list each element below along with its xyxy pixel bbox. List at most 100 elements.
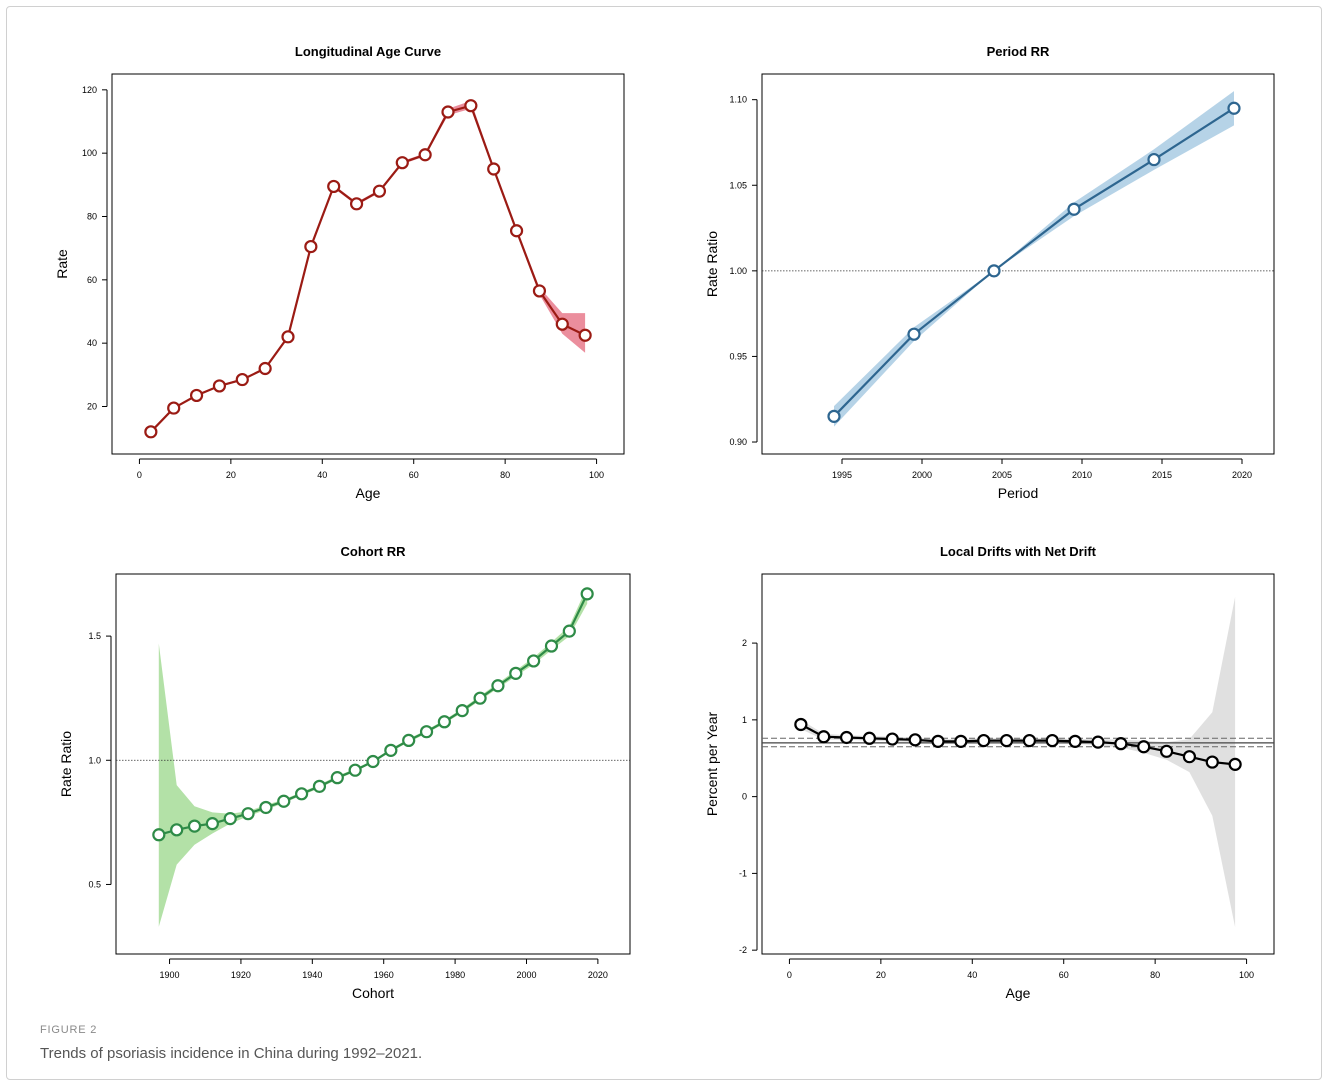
x-tick-label: 60: [1059, 970, 1069, 980]
data-point: [1045, 733, 1059, 748]
data-point: [1227, 101, 1241, 115]
data-point: [330, 771, 344, 785]
x-tick-label: 1980: [445, 970, 465, 980]
y-tick-label: 40: [87, 338, 97, 348]
data-point: [312, 779, 327, 793]
data-point: [1091, 735, 1105, 749]
x-tick-label: 2015: [1152, 470, 1172, 480]
data-point: [366, 754, 380, 769]
plot-data: [116, 586, 630, 927]
data-point: [1137, 740, 1151, 754]
x-tick-label: 2020: [588, 970, 608, 980]
data-point: [1182, 750, 1197, 764]
data-point: [304, 239, 318, 254]
data-point: [907, 327, 921, 341]
data-point: [794, 717, 808, 732]
x-tick-label: 40: [317, 470, 327, 480]
data-point: [144, 425, 158, 439]
data-point: [189, 388, 204, 403]
y-tick-label: 2: [742, 638, 747, 648]
data-point: [295, 787, 309, 801]
data-point: [977, 733, 991, 748]
data-point: [277, 794, 291, 808]
data-point: [544, 639, 559, 653]
x-axis-label: Age: [1006, 985, 1031, 1001]
plot-area: [761, 573, 1275, 955]
data-point: [258, 361, 272, 376]
y-tick-label: 0.90: [729, 437, 747, 447]
series-line: [833, 107, 1235, 418]
y-tick-label: 1.00: [729, 266, 747, 276]
data-point: [419, 725, 434, 739]
data-point: [437, 715, 451, 729]
y-axis-label: Rate: [54, 249, 70, 279]
data-point: [384, 743, 398, 757]
x-tick-label: 60: [409, 470, 419, 480]
data-point: [839, 730, 854, 745]
data-point: [1114, 737, 1128, 751]
data-point: [527, 654, 541, 668]
data-point: [908, 733, 922, 747]
x-tick-label: 2010: [1072, 470, 1092, 480]
x-tick-label: 100: [1239, 970, 1254, 980]
data-point: [205, 817, 219, 831]
plot-area: [111, 73, 625, 455]
data-point: [1205, 755, 1219, 769]
data-point: [464, 99, 478, 113]
data-point: [580, 587, 594, 601]
x-axis-label: Cohort: [352, 985, 394, 1001]
x-tick-label: 2005: [992, 470, 1012, 480]
plot-data: [144, 99, 592, 439]
data-point: [349, 197, 364, 211]
data-point: [817, 730, 831, 744]
data-point: [555, 317, 569, 331]
chart-title: Local Drifts with Net Drift: [940, 544, 1097, 559]
data-point: [441, 105, 455, 119]
data-point: [1068, 734, 1082, 748]
plot-area: [761, 73, 1275, 455]
y-tick-label: 120: [82, 85, 97, 95]
data-point: [455, 704, 469, 718]
y-axis-label: Rate Ratio: [58, 731, 74, 797]
y-tick-label: 0: [742, 792, 747, 802]
data-point: [562, 624, 576, 638]
chart-panel-1: Longitudinal Age Curve 0 20 40 60 80 100 Age 20 4…: [54, 44, 625, 501]
data-point: [395, 156, 409, 170]
x-axis-label: Age: [356, 485, 381, 501]
y-tick-label: 1.0: [88, 755, 101, 765]
chart-title: Period RR: [987, 44, 1050, 59]
data-point: [487, 162, 501, 176]
y-tick-label: 1.5: [88, 631, 101, 641]
data-point: [931, 734, 945, 748]
y-tick-label: 60: [87, 275, 97, 285]
data-point: [1228, 757, 1242, 771]
data-point: [167, 401, 181, 415]
x-tick-label: 1995: [832, 470, 852, 480]
data-point: [1022, 733, 1037, 748]
data-point: [954, 734, 968, 748]
y-tick-label: 20: [87, 402, 97, 412]
chart-panel-3: Cohort RR 1900 1920 1940 1960 1980 2000 2020 Coh…: [58, 544, 631, 1001]
y-axis-label: Percent per Year: [704, 712, 720, 817]
chart-title: Cohort RR: [341, 544, 407, 559]
data-point: [152, 828, 166, 842]
data-point: [509, 224, 524, 238]
x-tick-label: 0: [787, 970, 792, 980]
x-tick-label: 100: [589, 470, 604, 480]
data-point: [170, 823, 184, 837]
data-point: [348, 763, 362, 777]
y-axis-label: Rate Ratio: [704, 231, 720, 297]
chart-title: Longitudinal Age Curve: [295, 44, 441, 59]
data-point: [187, 819, 202, 833]
data-point: [987, 264, 1001, 278]
x-tick-label: 1960: [374, 970, 394, 980]
data-point: [235, 372, 249, 387]
figure-caption: Trends of psoriasis incidence in China d…: [40, 1045, 423, 1062]
data-point: [473, 691, 487, 705]
confidence-band: [834, 91, 1234, 427]
data-point: [1147, 152, 1161, 167]
data-point: [578, 328, 592, 342]
series-line: [158, 593, 589, 836]
